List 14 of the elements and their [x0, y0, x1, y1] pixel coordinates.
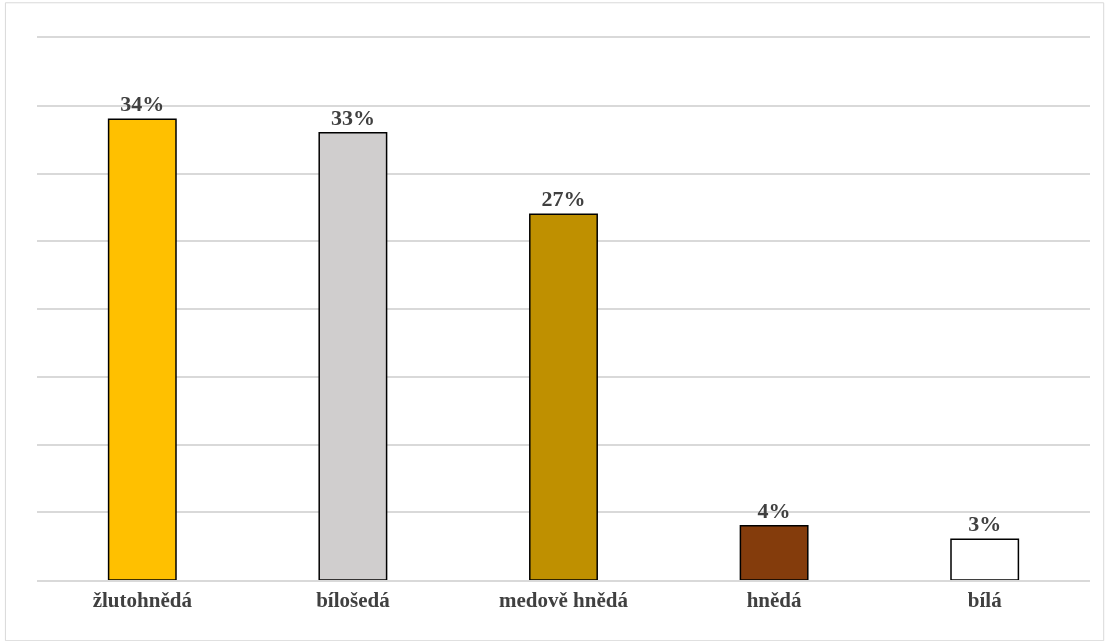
x-tick-label: bílá [967, 587, 1003, 612]
x-tick-label: hnědá [746, 587, 803, 612]
x-tick-label: medově hnědá [499, 587, 629, 612]
x-tick-label: žlutohnědá [92, 587, 193, 612]
data-label: 33% [330, 104, 375, 130]
data-label: 4% [757, 497, 791, 523]
x-tick-label: bílošedá [316, 587, 391, 612]
data-label: 34% [120, 91, 165, 117]
data-label: 3% [968, 511, 1002, 537]
bar [739, 525, 809, 580]
data-label: 27% [541, 186, 586, 212]
bar [107, 118, 177, 580]
bar [950, 538, 1020, 580]
bar [529, 213, 598, 580]
